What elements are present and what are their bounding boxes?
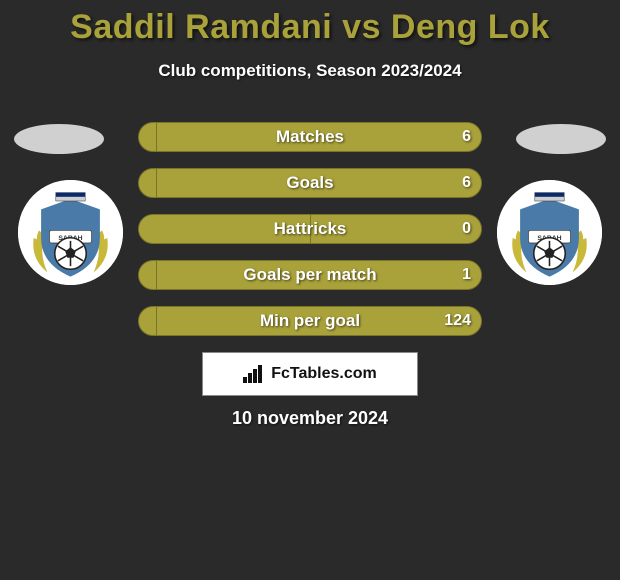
- player-silhouette-right: [516, 124, 606, 154]
- club-crest-icon: SABAH: [497, 180, 602, 285]
- club-logo-right: SABAH: [497, 180, 602, 285]
- stat-label: Hattricks: [139, 215, 481, 243]
- brand-text: FcTables.com: [271, 365, 377, 383]
- club-logo-left: SABAH: [18, 180, 123, 285]
- stat-row: Min per goal124: [138, 306, 482, 336]
- player-silhouette-left: [14, 124, 104, 154]
- stat-label: Goals: [139, 169, 481, 197]
- stat-value-right: 1: [462, 261, 471, 289]
- stats-container: Matches6Goals6Hattricks0Goals per match1…: [138, 122, 482, 352]
- page-subtitle: Club competitions, Season 2023/2024: [0, 61, 620, 81]
- brand-badge: FcTables.com: [202, 352, 418, 396]
- stat-value-right: 6: [462, 169, 471, 197]
- stat-value-right: 0: [462, 215, 471, 243]
- stat-label: Matches: [139, 123, 481, 151]
- stat-row: Matches6: [138, 122, 482, 152]
- page-title: Saddil Ramdani vs Deng Lok: [0, 0, 620, 47]
- stat-value-right: 6: [462, 123, 471, 151]
- stat-row: Hattricks0: [138, 214, 482, 244]
- stat-row: Goals6: [138, 168, 482, 198]
- date-text: 10 november 2024: [0, 408, 620, 429]
- stat-row: Goals per match1: [138, 260, 482, 290]
- stat-label: Min per goal: [139, 307, 481, 335]
- bar-chart-icon: [243, 365, 265, 383]
- stat-value-right: 124: [444, 307, 471, 335]
- stat-label: Goals per match: [139, 261, 481, 289]
- club-crest-icon: SABAH: [18, 180, 123, 285]
